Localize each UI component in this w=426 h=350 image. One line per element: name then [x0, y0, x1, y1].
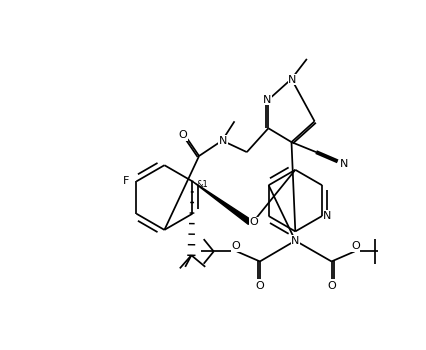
Text: N: N	[263, 95, 271, 105]
Text: O: O	[249, 217, 258, 227]
Polygon shape	[193, 181, 251, 224]
Text: N: N	[219, 135, 227, 146]
Text: F: F	[123, 176, 130, 186]
Text: O: O	[178, 130, 187, 140]
Text: O: O	[232, 241, 240, 251]
Text: N: N	[340, 159, 348, 169]
Text: N: N	[323, 211, 331, 221]
Text: N: N	[291, 236, 299, 246]
Text: O: O	[327, 281, 336, 291]
Text: O: O	[351, 241, 360, 251]
Text: O: O	[256, 281, 264, 291]
Text: N: N	[288, 75, 296, 85]
Text: &1: &1	[196, 180, 208, 189]
